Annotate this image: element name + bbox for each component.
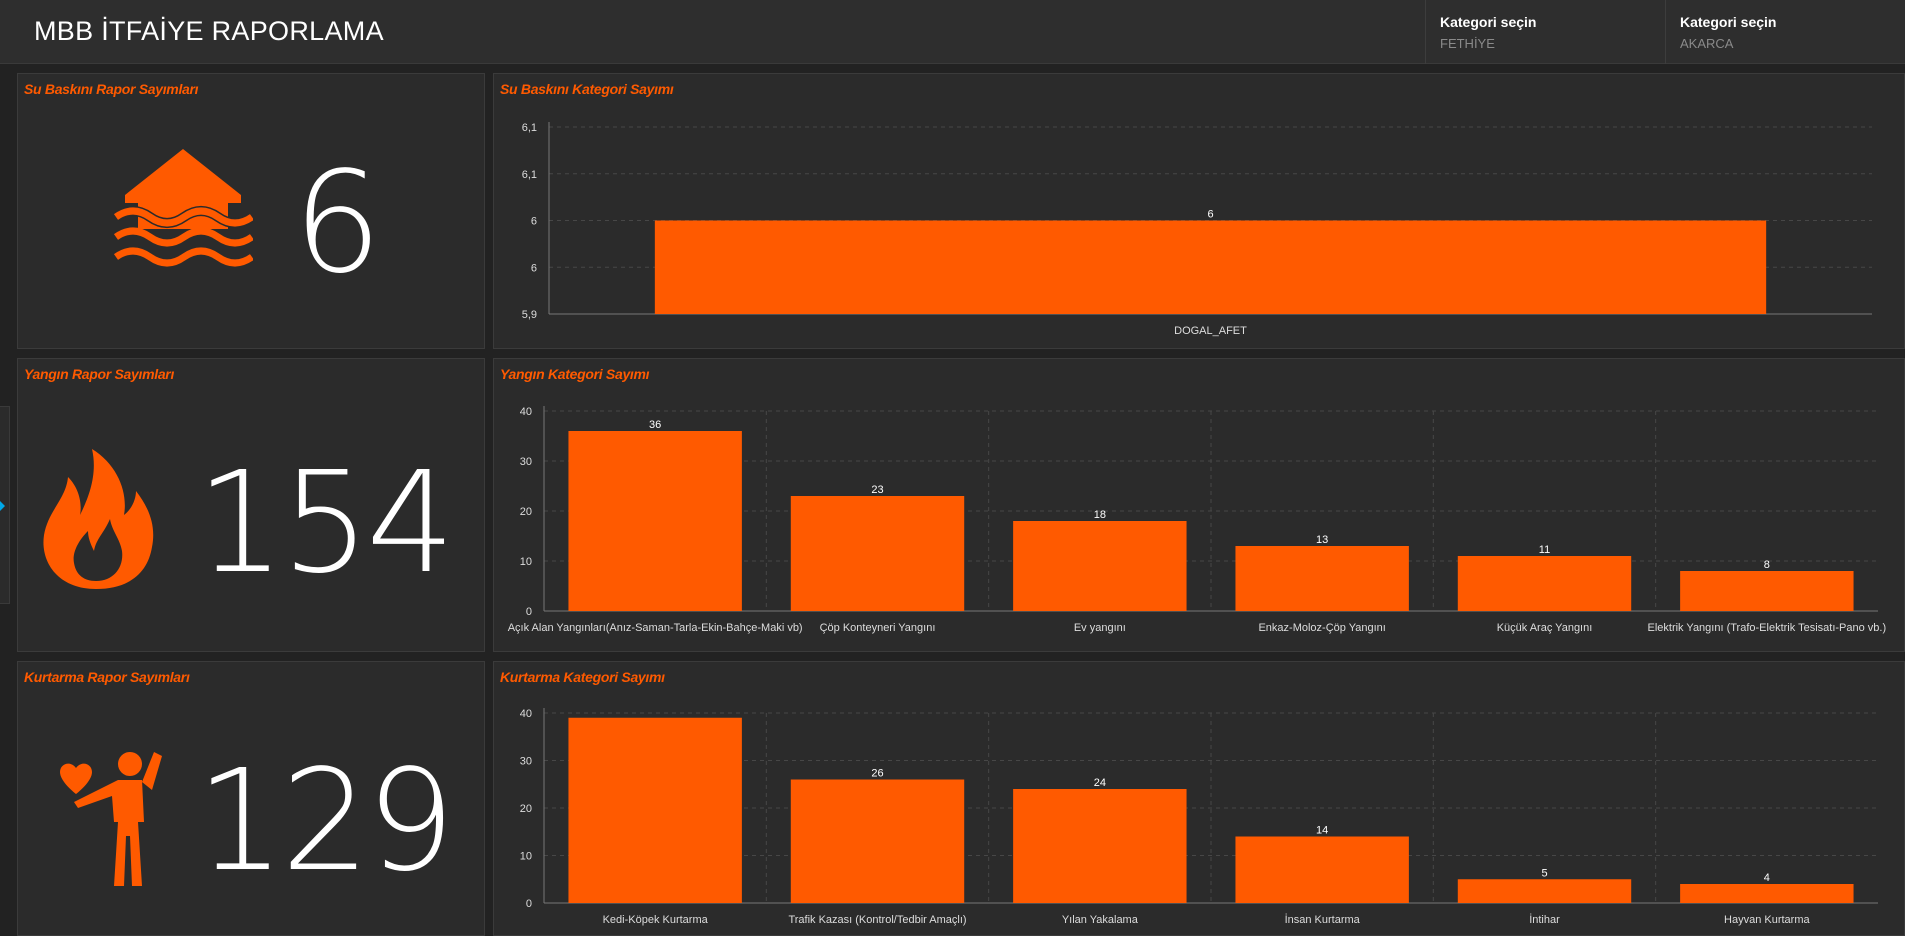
y-tick-label: 0 — [526, 606, 532, 618]
y-tick-label: 0 — [526, 898, 532, 910]
chart-bar[interactable] — [1680, 884, 1854, 903]
category-selector-2[interactable]: Kategori seçin AKARCA — [1665, 0, 1905, 64]
chart-bar[interactable] — [1457, 556, 1632, 611]
chart-bar[interactable] — [790, 779, 965, 904]
y-tick-label: 6 — [531, 262, 537, 274]
y-tick-label: 20 — [520, 803, 532, 815]
kpi-value: 154 — [196, 442, 455, 605]
side-panel-toggle[interactable] — [0, 406, 10, 604]
x-tick-label: İnsan Kurtarma — [1285, 913, 1361, 926]
chart-title: Yangın Kategori Sayımı — [500, 366, 650, 382]
kpi-panel-fire: Yangın Rapor Sayımları 154 — [17, 358, 485, 652]
kpi-value: 6 — [293, 142, 383, 305]
data-label: 8 — [1764, 559, 1770, 571]
chart-bar[interactable] — [1013, 789, 1187, 903]
y-tick-label: 6,1 — [522, 122, 537, 134]
y-tick-label: 10 — [520, 556, 532, 568]
fire-icon — [43, 449, 154, 589]
chart-panel-rescue: Kurtarma Kategori Sayımı 0 10 20 30 40 Kedi-K… — [493, 661, 1905, 936]
chart-title: Kurtarma Kategori Sayımı — [500, 669, 665, 685]
chart-bar[interactable] — [1013, 521, 1187, 611]
data-label: 13 — [1316, 534, 1328, 546]
x-tick-label: Enkaz-Moloz-Çöp Yangını — [1258, 622, 1385, 634]
category-selector-label: Kategori seçin — [1680, 14, 1777, 30]
data-label: 5 — [1541, 867, 1547, 879]
data-label: 14 — [1316, 825, 1328, 837]
app-header: MBB İTFAİYE RAPORLAMA Kategori seçin FET… — [0, 0, 1905, 64]
y-tick-label: 30 — [520, 756, 532, 768]
chart-bar[interactable] — [1680, 571, 1854, 611]
x-tick-label: Yılan Yakalama — [1062, 914, 1139, 926]
panel-title: Kurtarma Rapor Sayımları — [24, 669, 190, 685]
data-label: 24 — [1094, 777, 1106, 789]
category-selector-value: AKARCA — [1680, 36, 1734, 51]
x-tick-label: Ev yangını — [1074, 622, 1126, 634]
app-title: MBB İTFAİYE RAPORLAMA — [34, 16, 384, 46]
y-tick-label: 40 — [520, 406, 532, 418]
x-tick-label: İntihar — [1529, 913, 1560, 926]
category-selector-value: FETHİYE — [1440, 36, 1495, 51]
chart-bar[interactable] — [568, 717, 742, 903]
x-tick-label: Trafik Kazası (Kontrol/Tedbir Amaçlı) — [788, 914, 966, 926]
flood-house-icon — [113, 149, 253, 267]
y-tick-label: 6,1 — [522, 169, 537, 181]
chart-title: Su Baskını Kategori Sayımı — [500, 81, 674, 97]
y-tick-label: 6 — [531, 216, 537, 228]
data-label: 23 — [871, 484, 883, 496]
panel-title: Yangın Rapor Sayımları — [24, 366, 175, 382]
data-label: 4 — [1764, 872, 1770, 884]
x-tick-label: Kedi-Köpek Kurtarma — [603, 914, 709, 926]
rescue-category-chart: 0 10 20 30 40 Kedi-Köpek Kurtarma 26 Trafik Kaz… — [520, 708, 1878, 926]
x-tick-label: Açık Alan Yangınları(Anız-Saman-Tarla-Ek… — [508, 622, 803, 634]
x-tick-label: Hayvan Kurtarma — [1724, 914, 1810, 926]
fire-category-chart: 0 10 20 30 40 36 Açık Alan Yangınları(Anız-Sam… — [508, 406, 1887, 634]
chart-bar[interactable] — [1457, 879, 1632, 903]
rescue-person-icon — [60, 752, 162, 886]
y-tick-label: 40 — [520, 708, 532, 720]
chart-bar[interactable] — [568, 431, 742, 611]
category-selector-1[interactable]: Kategori seçin FETHİYE — [1425, 0, 1665, 64]
data-label: 11 — [1539, 544, 1550, 556]
chart-bar[interactable] — [654, 220, 1767, 315]
panel-title: Su Baskını Rapor Sayımları — [24, 81, 199, 97]
kpi-panel-rescue: Kurtarma Rapor Sayımları 129 — [17, 661, 485, 936]
x-tick-label: Çöp Konteyneri Yangını — [820, 622, 936, 634]
kpi-panel-flood: Su Baskını Rapor Sayımları 6 — [17, 73, 485, 349]
category-selector-label: Kategori seçin — [1440, 14, 1537, 30]
expand-arrow-icon — [0, 501, 5, 511]
flood-category-chart: 5,9 6 6 6,1 6,1 6 DOGAL_AFET — [522, 122, 1872, 337]
x-tick-label: Küçük Araç Yangını — [1497, 622, 1593, 634]
data-label: 36 — [649, 419, 661, 431]
data-label: 18 — [1094, 509, 1106, 521]
chart-bar[interactable] — [1235, 546, 1409, 611]
chart-panel-fire: Yangın Kategori Sayımı 0 10 20 30 40 36 Açık A… — [493, 358, 1905, 652]
kpi-value: 129 — [196, 740, 455, 903]
y-tick-label: 5,9 — [522, 309, 537, 321]
chart-bar[interactable] — [1235, 836, 1409, 904]
y-tick-label: 30 — [520, 456, 532, 468]
x-tick-label: Elektrik Yangını (Trafo-Elektrik Tesisat… — [1648, 622, 1887, 634]
y-tick-label: 20 — [520, 506, 532, 518]
chart-panel-flood: Su Baskını Kategori Sayımı 5,9 6 6 6,1 6,1 6 D… — [493, 73, 1905, 349]
y-tick-label: 10 — [520, 851, 532, 863]
data-label: 26 — [871, 768, 883, 780]
x-tick-label: DOGAL_AFET — [1174, 325, 1247, 337]
data-label: 6 — [1207, 209, 1213, 221]
chart-bar[interactable] — [790, 496, 965, 611]
